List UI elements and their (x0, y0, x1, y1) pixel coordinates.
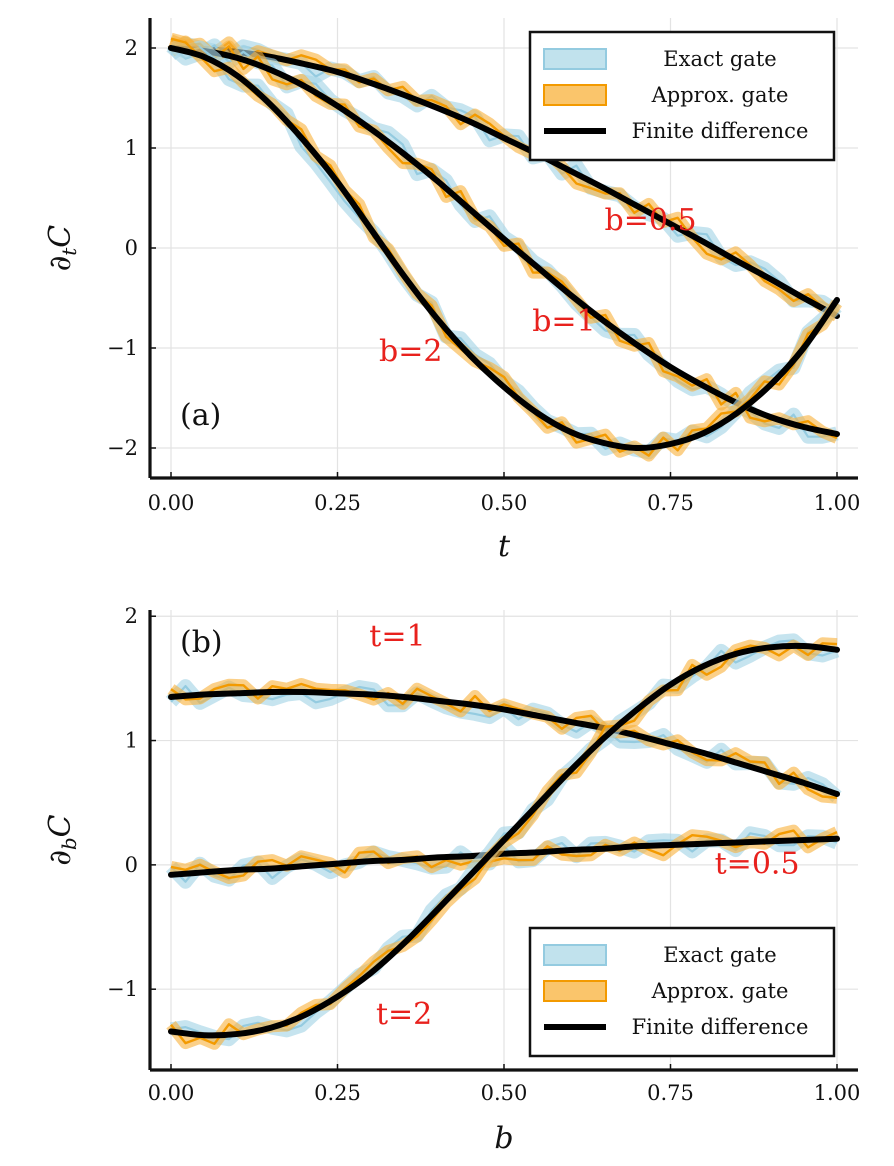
legend-label: Approx. gate (651, 83, 789, 107)
curve-annotation: b=1 (532, 304, 595, 339)
panel-b: 0.00 0.25 0.50 0.75 1.00−1012b∂bCt=1t=0.5t=2… (43, 604, 860, 1156)
legend-swatch-approx-gate (543, 84, 607, 106)
y-tick-label: 1 (125, 136, 138, 160)
x-tick-label: 0.50 (481, 1081, 528, 1105)
y-axis-label-symbol: ∂ (43, 850, 78, 866)
legend-label: Finite difference (632, 1015, 809, 1039)
y-tick-label: −1 (107, 336, 138, 360)
y-axis-label: ∂bC (43, 814, 81, 865)
legend: Exact gate Approx. gate Finite difference (528, 30, 836, 162)
x-tick-label: 1.00 (814, 1081, 861, 1105)
x-tick-label: 0.75 (647, 1081, 694, 1105)
y-axis-label-variable: C (43, 814, 78, 837)
legend-label: Exact gate (663, 943, 776, 967)
finite-difference-line (168, 45, 840, 319)
x-axis-label: b (494, 1121, 513, 1156)
y-axis-label-subscript: b (57, 837, 81, 850)
y-tick-label: 2 (125, 36, 138, 60)
curve-annotation: b=0.5 (604, 203, 696, 238)
legend: Exact gate Approx. gate Finite difference (528, 926, 836, 1058)
legend-label: Finite difference (632, 119, 809, 143)
legend-swatch-approx-gate (543, 980, 607, 1002)
legend-swatch-exact-gate (543, 48, 607, 70)
legend-swatch-exact-gate (543, 944, 607, 966)
x-tick-label: 0.00 (148, 1081, 195, 1105)
y-axis-label-subscript: t (57, 247, 81, 256)
series-b-1 (166, 34, 840, 444)
legend-label: Approx. gate (651, 979, 789, 1003)
panel-tag: (b) (180, 625, 223, 660)
series-t-2 (166, 633, 840, 1050)
x-tick-label: 0.25 (314, 491, 361, 515)
finite-difference-line (168, 45, 840, 452)
y-axis-label-symbol: ∂ (43, 256, 78, 272)
x-tick-label: 0.25 (314, 1081, 361, 1105)
panel-tag: (a) (180, 398, 221, 433)
y-tick-label: 0 (125, 236, 138, 260)
finite-difference-line (168, 688, 840, 797)
series-t-1 (165, 678, 842, 804)
x-tick-label: 0.75 (647, 491, 694, 515)
curve-annotation: t=2 (376, 997, 432, 1032)
x-tick-label: 0.50 (481, 491, 528, 515)
y-tick-label: 2 (125, 604, 138, 628)
y-axis-label: ∂tC (43, 225, 81, 272)
curve-annotation: t=0.5 (715, 847, 800, 882)
x-tick-label: 1.00 (814, 491, 861, 515)
finite-difference-line (168, 835, 840, 878)
x-axis-label: t (498, 529, 511, 564)
finite-difference-line (168, 45, 840, 437)
y-tick-label: −2 (107, 436, 138, 460)
finite-difference-line (168, 642, 840, 1039)
curve-annotation: t=1 (369, 619, 425, 654)
x-tick-label: 0.00 (148, 491, 195, 515)
y-tick-label: −1 (107, 977, 138, 1001)
series-b-0-5 (166, 35, 841, 322)
y-tick-label: 1 (125, 729, 138, 753)
curve-annotation: b=2 (379, 334, 442, 369)
legend-label: Exact gate (663, 47, 776, 71)
series-b-2 (168, 32, 843, 462)
y-axis-label-variable: C (43, 225, 78, 248)
y-tick-label: 0 (125, 853, 138, 877)
